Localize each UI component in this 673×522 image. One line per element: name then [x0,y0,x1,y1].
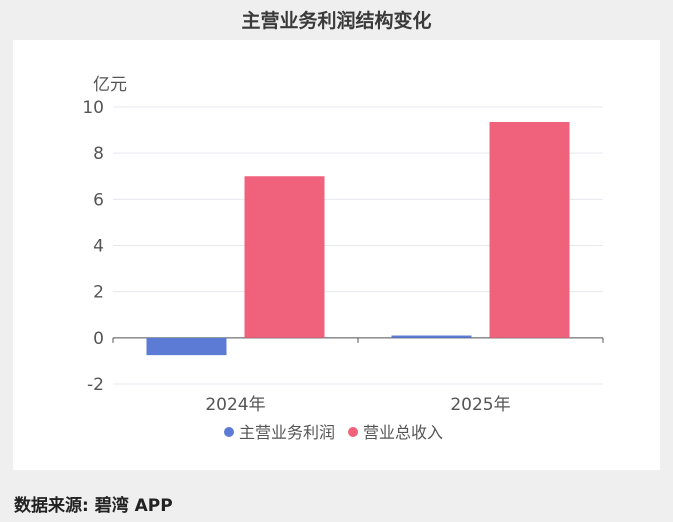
y-tick-label: 10 [82,98,104,118]
data-source-caption: 数据来源: 碧湾 APP [14,496,173,516]
y-axis-unit-label: 亿元 [93,75,127,95]
y-tick-label: 6 [93,190,104,210]
legend-marker [348,427,359,437]
bar-profit [146,337,227,356]
x-tick-label: 2025年 [450,395,510,415]
x-tick-label: 2024年 [205,395,265,415]
chart-panel: -2 0 2 4 6 8 10 亿元 2024年 2025年主营业务利润 营业总收入 [13,40,660,470]
chart-title: 主营业务利润结构变化 [241,10,432,32]
bar-revenue [244,176,325,338]
y-tick-label: 8 [93,144,104,164]
legend-label: 营业总收入 [363,423,443,442]
legend-label: 主营业务利润 [239,423,335,442]
y-tick-label: 0 [93,329,104,349]
bar-profit [391,335,472,338]
y-tick-label: -2 [87,375,104,395]
bar-revenue [489,122,570,338]
legend-marker [224,427,234,437]
y-tick-label: 2 [93,283,104,303]
y-tick-label: 4 [93,237,104,257]
